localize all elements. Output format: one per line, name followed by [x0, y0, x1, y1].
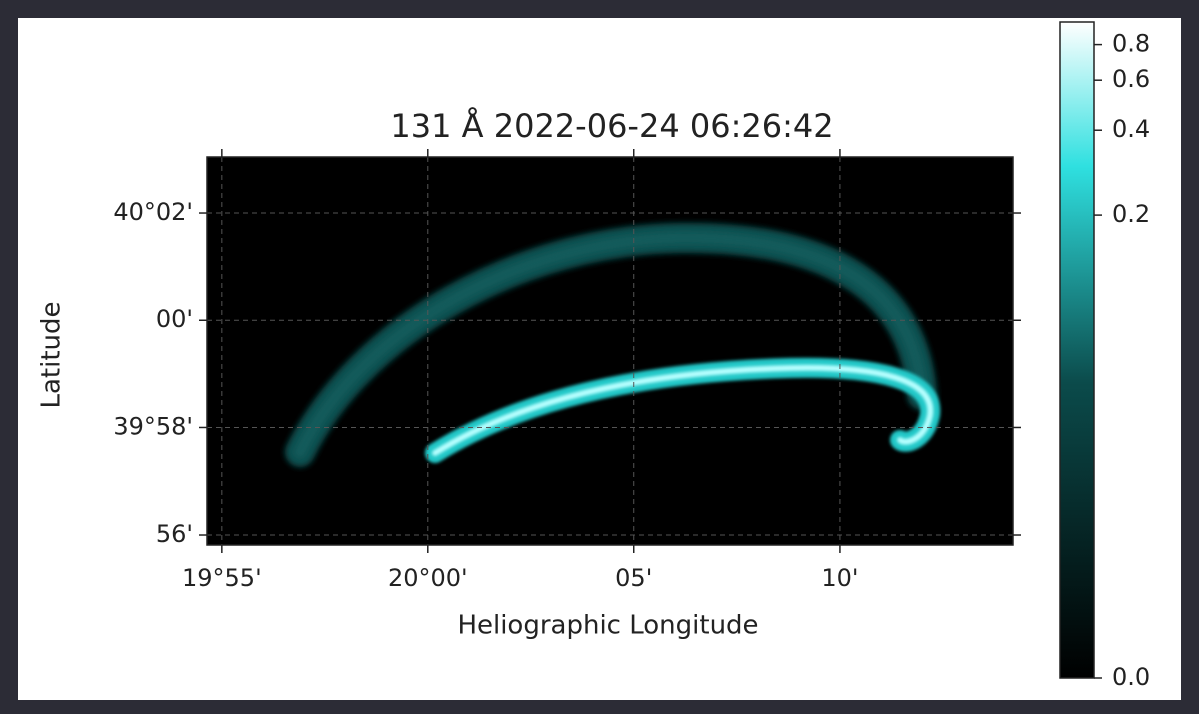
y-axis-label: Latitude: [37, 301, 67, 408]
x-axis-label: Heliographic Longitude: [457, 611, 758, 641]
x-tick-label: 10': [821, 564, 858, 592]
colorbar-tick-label: 0.0: [1112, 663, 1150, 691]
faint-loop-core: [294, 231, 928, 458]
grid: [207, 157, 1013, 545]
colorbar-tick-label: 0.8: [1112, 30, 1150, 58]
plot-area: [207, 157, 1013, 545]
bright-loop-core: [432, 364, 934, 456]
y-tick-label: 39°58': [113, 412, 193, 440]
colorbar: [1059, 21, 1095, 679]
chart-title: 131 Å 2022-06-24 06:26:42: [390, 107, 833, 145]
colorbar-tick-label: 0.6: [1112, 65, 1150, 93]
x-tick-label: 19°55': [182, 564, 262, 592]
x-tick-label: 05': [615, 564, 652, 592]
image: [285, 222, 941, 467]
y-tick-label: 56': [156, 520, 193, 548]
x-tick-label: 20°00': [388, 564, 468, 592]
colorbar-tick-label: 0.2: [1112, 200, 1150, 228]
y-tick-label: 40°02': [113, 198, 193, 226]
axes-frame: [206, 156, 1014, 546]
colorbar-tick-label: 0.4: [1112, 115, 1150, 143]
y-tick-label: 00': [156, 305, 193, 333]
